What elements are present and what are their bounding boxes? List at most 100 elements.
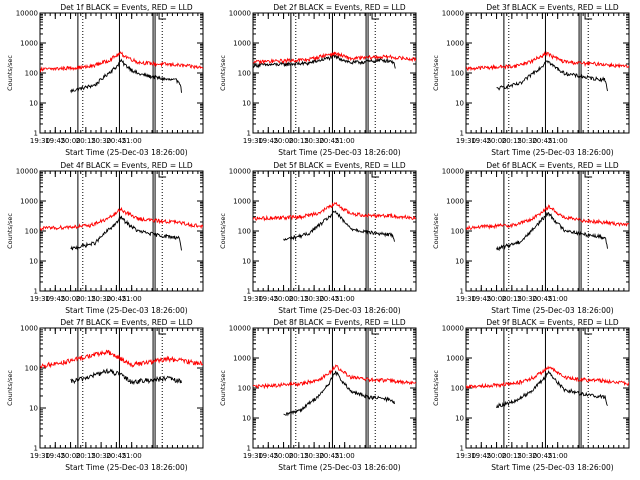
x-tick-label: 20:00: [60, 295, 80, 303]
x-tick-label: 19:45: [471, 137, 491, 145]
x-tick-label: 20:30: [304, 295, 324, 303]
y-tick-label: 100: [25, 70, 38, 78]
lld-series-line: [466, 204, 629, 231]
x-tick-label: 21:00: [548, 452, 568, 460]
events-series-line: [283, 370, 395, 417]
y-tick-label: 10000: [229, 168, 251, 176]
y-tick-label: 10: [29, 100, 38, 108]
marker-bracket: [371, 13, 380, 20]
plot-frame: [39, 327, 204, 449]
x-tick-label: 20:15: [502, 452, 522, 460]
plot-frame: [465, 170, 630, 292]
y-tick-label: 100: [238, 228, 251, 236]
x-tick-label: 20:30: [517, 452, 537, 460]
y-tick-label: 1000: [20, 325, 38, 333]
panel-title: Det 7f BLACK = Events, RED = LLD: [60, 318, 193, 327]
x-tick-label: 19:30: [30, 452, 50, 460]
x-tick-label: 19:45: [45, 137, 65, 145]
y-tick-label: 1: [34, 130, 38, 138]
x-tick-label: 20:45: [532, 452, 552, 460]
x-tick-label: 20:00: [273, 295, 293, 303]
x-tick-label: 20:30: [304, 137, 324, 145]
y-tick-label: 1000: [446, 355, 464, 363]
x-tick-label: 20:15: [502, 295, 522, 303]
y-tick-label: 10: [455, 415, 464, 423]
x-axis-label: Start Time (25-Dec-03 18:26:00): [278, 463, 400, 472]
x-tick-label: 20:30: [304, 452, 324, 460]
x-tick-label: 21:00: [548, 295, 568, 303]
marker-bracket: [584, 328, 593, 335]
y-tick-label: 10: [455, 258, 464, 266]
marker-bracket: [584, 13, 593, 20]
lld-series-line: [466, 365, 629, 390]
x-axis-label: Start Time (25-Dec-03 18:26:00): [278, 306, 400, 315]
x-tick-label: 21:00: [335, 452, 355, 460]
events-series-line: [70, 368, 182, 386]
x-tick-label: 19:30: [243, 137, 263, 145]
panel-title: Det 1f BLACK = Events, RED = LLD: [60, 3, 193, 12]
y-tick-label: 1: [460, 130, 464, 138]
x-tick-label: 20:45: [532, 137, 552, 145]
events-series-line: [70, 58, 182, 94]
x-tick-label: 20:00: [273, 137, 293, 145]
x-tick-label: 20:45: [106, 137, 126, 145]
y-axis-label: Counts/sec: [219, 213, 227, 249]
x-tick-label: 20:45: [106, 295, 126, 303]
x-tick-label: 20:30: [91, 295, 111, 303]
x-tick-label: 20:30: [517, 295, 537, 303]
panel-title: Det 6f BLACK = Events, RED = LLD: [486, 161, 619, 170]
x-tick-label: 21:00: [122, 295, 142, 303]
x-tick-label: 20:00: [60, 452, 80, 460]
y-tick-label: 1000: [20, 40, 38, 48]
x-tick-label: 19:45: [258, 295, 278, 303]
x-tick-label: 20:45: [319, 137, 339, 145]
lld-series-line: [253, 201, 416, 222]
y-tick-label: 10: [29, 405, 38, 413]
x-tick-label: 20:00: [60, 137, 80, 145]
y-tick-label: 1: [460, 288, 464, 296]
x-axis-label: Start Time (25-Dec-03 18:26:00): [278, 148, 400, 157]
x-axis-label: Start Time (25-Dec-03 18:26:00): [491, 463, 613, 472]
panel-title: Det 3f BLACK = Events, RED = LLD: [486, 3, 619, 12]
x-tick-label: 19:45: [471, 295, 491, 303]
marker-bracket: [158, 328, 167, 335]
x-tick-label: 19:45: [258, 452, 278, 460]
events-series-line: [70, 215, 182, 251]
x-tick-label: 20:00: [486, 452, 506, 460]
x-tick-label: 20:30: [517, 137, 537, 145]
y-tick-label: 1000: [446, 198, 464, 206]
y-tick-label: 10: [242, 100, 251, 108]
x-tick-label: 19:45: [45, 452, 65, 460]
y-tick-label: 10000: [442, 325, 464, 333]
y-tick-label: 1: [460, 445, 464, 453]
events-series-line: [496, 211, 608, 252]
x-tick-label: 19:45: [258, 137, 278, 145]
marker-bracket: [158, 13, 167, 20]
y-tick-label: 1000: [233, 40, 251, 48]
detector-panel: Det 5f BLACK = Events, RED = LLD Counts/s…: [219, 161, 417, 315]
x-tick-label: 21:00: [548, 137, 568, 145]
x-tick-label: 19:30: [456, 137, 476, 145]
y-axis-label: Counts/sec: [219, 370, 227, 406]
panel-title: Det 5f BLACK = Events, RED = LLD: [273, 161, 406, 170]
lld-series-line: [40, 206, 203, 232]
x-axis-label: Start Time (25-Dec-03 18:26:00): [65, 306, 187, 315]
y-tick-label: 10000: [442, 10, 464, 18]
y-axis-label: Counts/sec: [6, 55, 14, 91]
plot-frame: [252, 327, 417, 449]
plot-frame: [39, 170, 204, 292]
x-tick-label: 20:15: [502, 137, 522, 145]
x-tick-label: 20:15: [76, 452, 96, 460]
y-tick-label: 1000: [233, 355, 251, 363]
x-tick-label: 20:15: [289, 295, 309, 303]
y-tick-label: 1000: [233, 198, 251, 206]
events-series-line: [283, 210, 395, 242]
x-axis-label: Start Time (25-Dec-03 18:26:00): [65, 148, 187, 157]
y-tick-label: 100: [451, 228, 464, 236]
detector-panel: Det 1f BLACK = Events, RED = LLD Counts/s…: [6, 3, 204, 157]
events-series-line: [253, 54, 396, 69]
lld-series-line: [253, 51, 416, 65]
y-tick-label: 1: [247, 288, 251, 296]
x-axis-label: Start Time (25-Dec-03 18:26:00): [65, 463, 187, 472]
detector-panel: Det 9f BLACK = Events, RED = LLD Counts/s…: [432, 318, 630, 472]
